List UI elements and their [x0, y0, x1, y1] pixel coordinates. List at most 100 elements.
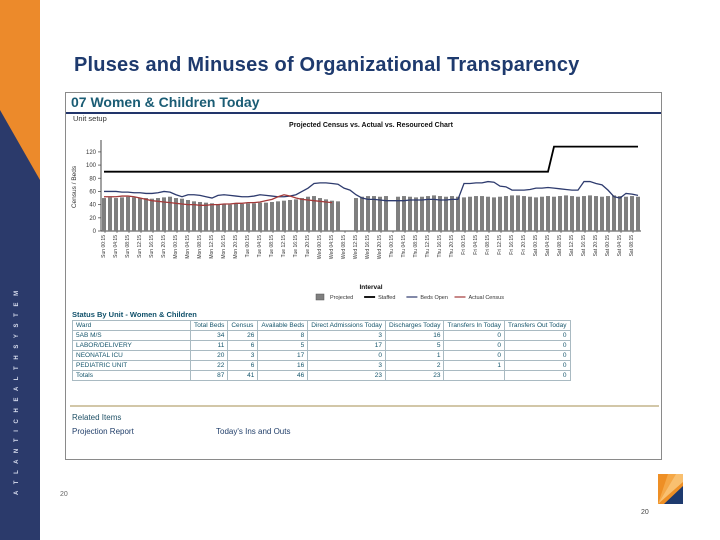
slide-title: Pluses and Minuses of Organizational Tra… [74, 54, 580, 76]
svg-text:120: 120 [86, 150, 97, 156]
svg-text:Sun 12:15: Sun 12:15 [137, 235, 143, 258]
svg-text:Mon 00:15: Mon 00:15 [173, 235, 179, 259]
svg-text:Sat 04:15: Sat 04:15 [545, 235, 551, 257]
value-cell: 3 [307, 330, 386, 341]
svg-text:Sat 00:15: Sat 00:15 [605, 235, 611, 257]
svg-text:Sat 08:15: Sat 08:15 [557, 235, 563, 257]
svg-text:Mon 04:15: Mon 04:15 [185, 235, 191, 259]
svg-text:Wed 04:15: Wed 04:15 [329, 235, 335, 259]
svg-text:20: 20 [89, 216, 96, 222]
census-chart: Projected Census vs. Actual vs. Resource… [71, 122, 641, 301]
svg-text:Fri 16:15: Fri 16:15 [509, 235, 515, 255]
svg-text:Census / Beds: Census / Beds [71, 165, 78, 208]
value-cell: 6 [227, 340, 259, 351]
ward-cell: PEDIATRIC UNIT [72, 360, 191, 371]
sidebar-accent-bar: A T L A N T I C H E A L T H S Y S T E M [0, 0, 40, 540]
column-header: Direct Admissions Today [307, 320, 386, 331]
svg-text:Sat 00:15: Sat 00:15 [533, 235, 539, 257]
ward-cell: 5AB M/S [72, 330, 191, 341]
value-cell: 16 [257, 360, 309, 371]
svg-text:Fri 00:15: Fri 00:15 [461, 235, 467, 255]
svg-text:40: 40 [89, 203, 96, 209]
projection-report-link[interactable]: Projection Report [72, 427, 134, 436]
svg-text:Mon 16:15: Mon 16:15 [221, 235, 227, 259]
svg-text:Sun 08:15: Sun 08:15 [125, 235, 131, 258]
value-cell: 11 [189, 340, 229, 351]
value-cell: 0 [443, 340, 505, 351]
page-number-left: 20 [60, 491, 68, 498]
value-cell: 41 [227, 370, 259, 381]
ward-cell: LABOR/DELIVERY [72, 340, 191, 351]
svg-text:Sat 16:15: Sat 16:15 [581, 235, 587, 257]
value-cell [443, 370, 505, 381]
svg-text:Thu 04:15: Thu 04:15 [401, 235, 407, 258]
svg-text:Tue 04:15: Tue 04:15 [257, 235, 263, 258]
value-cell: 20 [189, 350, 229, 361]
brand-logo [658, 474, 683, 504]
value-cell: 0 [503, 360, 571, 371]
table-row: LABOR/DELIVERY 11 6 5 17 5 0 0 [72, 340, 571, 351]
todays-ins-and-outs-link[interactable]: Today's Ins and Outs [216, 427, 291, 436]
svg-text:Tue 08:15: Tue 08:15 [269, 235, 275, 258]
value-cell: 3 [227, 350, 259, 361]
ward-cell: Totals [72, 370, 191, 381]
svg-text:Tue 20:15: Tue 20:15 [305, 235, 311, 258]
value-cell: 23 [307, 370, 386, 381]
svg-text:Staffed: Staffed [378, 295, 395, 301]
svg-text:Projected: Projected [330, 295, 353, 301]
value-cell: 17 [307, 340, 386, 351]
svg-text:Interval: Interval [359, 284, 382, 291]
svg-text:Wed 16:15: Wed 16:15 [365, 235, 371, 259]
value-cell: 0 [443, 330, 505, 341]
column-header: Census [227, 320, 259, 331]
svg-text:80: 80 [89, 176, 96, 182]
svg-text:Sun 20:15: Sun 20:15 [161, 235, 167, 258]
value-cell: 23 [384, 370, 445, 381]
value-cell: 5 [384, 340, 445, 351]
column-header: Ward [72, 320, 191, 331]
svg-text:Tue 12:15: Tue 12:15 [281, 235, 287, 258]
svg-text:Sat 04:15: Sat 04:15 [617, 235, 623, 257]
svg-text:Mon 20:15: Mon 20:15 [233, 235, 239, 259]
value-cell: 22 [189, 360, 229, 371]
value-cell: 6 [227, 360, 259, 371]
svg-text:Fri 04:15: Fri 04:15 [473, 235, 479, 255]
value-cell: 0 [503, 350, 571, 361]
unit-setup-link[interactable]: Unit setup [73, 114, 107, 123]
related-items-header: Related Items [72, 413, 122, 422]
svg-text:Thu 00:15: Thu 00:15 [389, 235, 395, 258]
svg-text:Fri 12:15: Fri 12:15 [497, 235, 503, 255]
value-cell: 26 [227, 330, 259, 341]
svg-text:Wed 12:15: Wed 12:15 [353, 235, 359, 259]
brand-vertical-text: A T L A N T I C H E A L T H S Y S T E M [14, 288, 20, 495]
svg-text:Sat 12:15: Sat 12:15 [569, 235, 575, 257]
value-cell: 1 [443, 360, 505, 371]
app-page-title: 07 Women & Children Today [66, 93, 661, 114]
svg-text:Fri 20:15: Fri 20:15 [521, 235, 527, 255]
value-cell: 0 [503, 330, 571, 341]
svg-text:Tue 16:15: Tue 16:15 [293, 235, 299, 258]
svg-text:Thu 08:15: Thu 08:15 [413, 235, 419, 258]
svg-text:Thu 12:15: Thu 12:15 [425, 235, 431, 258]
svg-text:Thu 16:15: Thu 16:15 [437, 235, 443, 258]
svg-text:Tue 00:15: Tue 00:15 [245, 235, 251, 258]
status-table: Ward Total Beds Census Available Beds Direct… [72, 320, 571, 381]
svg-text:Actual Census: Actual Census [469, 295, 505, 301]
svg-text:Sat 20:15: Sat 20:15 [593, 235, 599, 257]
ward-cell: NEONATAL ICU [72, 350, 191, 361]
value-cell: 5 [257, 340, 309, 351]
svg-text:Sun 00:15: Sun 00:15 [101, 235, 107, 258]
column-header: Total Beds [189, 320, 229, 331]
svg-text:Wed 00:15: Wed 00:15 [317, 235, 323, 259]
value-cell: 8 [257, 330, 309, 341]
column-header: Transfers Out Today [503, 320, 571, 331]
value-cell: 0 [503, 340, 571, 351]
svg-text:Beds Open: Beds Open [420, 295, 448, 301]
value-cell: 0 [503, 370, 571, 381]
value-cell: 2 [384, 360, 445, 371]
value-cell: 1 [384, 350, 445, 361]
svg-text:Sun 16:15: Sun 16:15 [149, 235, 155, 258]
svg-text:Sat 08:15: Sat 08:15 [629, 235, 635, 257]
value-cell: 87 [189, 370, 229, 381]
value-cell: 34 [189, 330, 229, 341]
